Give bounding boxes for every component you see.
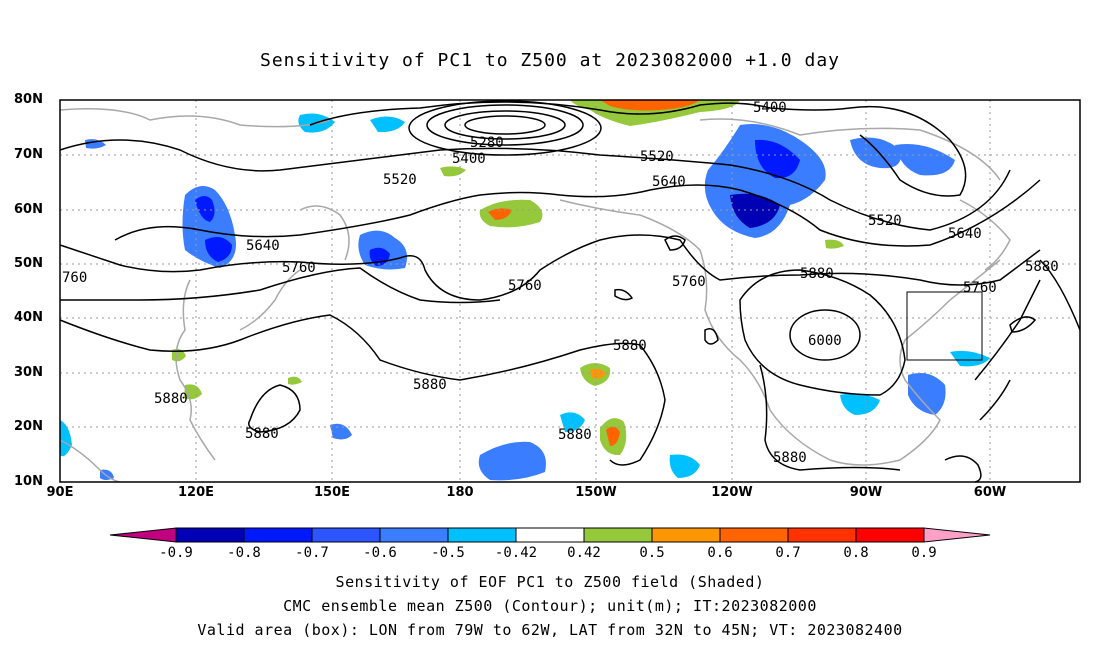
contour-label: 5760 (508, 278, 542, 294)
contour-label: 5880 (245, 426, 279, 442)
contour-label: 6000 (808, 333, 842, 349)
colorbar-tick-label: 0.6 (707, 545, 733, 561)
colorbar-swatch (787, 527, 857, 543)
contour-label: 5880 (773, 450, 807, 466)
lon-label: 150E (313, 485, 351, 500)
contour-label: 5760 (963, 280, 997, 296)
colorbar-swatch (651, 527, 721, 543)
colorbar-right-arrow (923, 527, 991, 543)
caption-line-2: CMC ensemble mean Z500 (Contour); unit(m… (283, 597, 817, 615)
colorbar-tick-label: 0.42 (567, 545, 601, 561)
lat-label: 40N (14, 310, 43, 325)
colorbar-tick-label: 0.8 (843, 545, 869, 561)
colorbar-tick-label: -0.5 (431, 545, 465, 561)
colorbar-swatch (855, 527, 925, 543)
contour-label: 5520 (383, 172, 417, 188)
lon-label: 90W (849, 485, 883, 500)
contour-label: 5880 (413, 377, 447, 393)
colorbar-swatch (311, 527, 381, 543)
colorbar-tick-label: 0.5 (639, 545, 665, 561)
lat-label: 80N (14, 92, 43, 107)
contour-label: 5880 (613, 338, 647, 354)
lon-label: 180 (446, 485, 474, 500)
negative-sensitivity-shading (60, 113, 990, 481)
colorbar-tick-label: -0.8 (227, 545, 261, 561)
valid-area-box (906, 291, 983, 361)
contour-label: 760 (62, 270, 87, 286)
colorbar-tick-label: 0.9 (911, 545, 937, 561)
z500-contours (59, 100, 1081, 483)
colorbar (109, 527, 991, 543)
colorbar-swatch (719, 527, 789, 543)
contour-label: 5880 (154, 391, 188, 407)
coastlines (59, 108, 1011, 483)
colorbar-tick-label: -0.42 (494, 545, 538, 561)
map-title: Sensitivity of PC1 to Z500 at 2023082000… (259, 50, 840, 71)
contour-label: 5280 (470, 135, 504, 151)
contour-label: 5640 (948, 226, 982, 242)
lon-label: 120E (177, 485, 215, 500)
colorbar-tick-label: -0.9 (159, 545, 193, 561)
colorbar-swatch (447, 527, 517, 543)
contour-label: 5880 (800, 266, 834, 282)
lon-label: 120W (711, 485, 753, 500)
colorbar-swatch (175, 527, 245, 543)
lon-label: 90E (46, 485, 74, 500)
contour-label: 5520 (868, 213, 902, 229)
colorbar-left-arrow (109, 527, 177, 543)
lat-label: 20N (14, 419, 43, 434)
colorbar-swatch (515, 527, 585, 543)
graticule (60, 100, 1080, 482)
contour-label: 5640 (246, 238, 280, 254)
colorbar-tick-label: -0.7 (295, 545, 329, 561)
map-frame (59, 99, 1081, 483)
lat-label: 60N (14, 202, 43, 217)
colorbar-tick-label: -0.6 (363, 545, 397, 561)
contour-label: 5520 (640, 149, 674, 165)
contour-label: 5880 (558, 427, 592, 443)
colorbar-swatch (379, 527, 449, 543)
lon-label: 60W (973, 485, 1007, 500)
lon-label: 150W (575, 485, 617, 500)
contour-label: 5640 (652, 174, 686, 190)
caption-line-1: Sensitivity of EOF PC1 to Z500 field (Sh… (335, 573, 765, 591)
contour-label-extra: 5880 (1025, 259, 1059, 275)
caption-line-3: Valid area (box): LON from 79W to 62W, L… (197, 621, 903, 639)
contour-label: 5400 (452, 151, 486, 167)
lat-label: 30N (14, 365, 43, 380)
lat-label: 10N (14, 474, 43, 489)
colorbar-swatch (243, 527, 313, 543)
contour-label: 5400 (753, 100, 787, 116)
colorbar-swatch (583, 527, 653, 543)
contour-label-group: 5400 5280 5400 5520 5520 5640 5640 5760 … (62, 100, 997, 466)
contour-label: 5760 (282, 260, 316, 276)
colorbar-tick-label: 0.7 (775, 545, 801, 561)
lat-label: 50N (14, 256, 43, 271)
contour-label: 5760 (672, 274, 706, 290)
lat-label: 70N (14, 147, 43, 162)
